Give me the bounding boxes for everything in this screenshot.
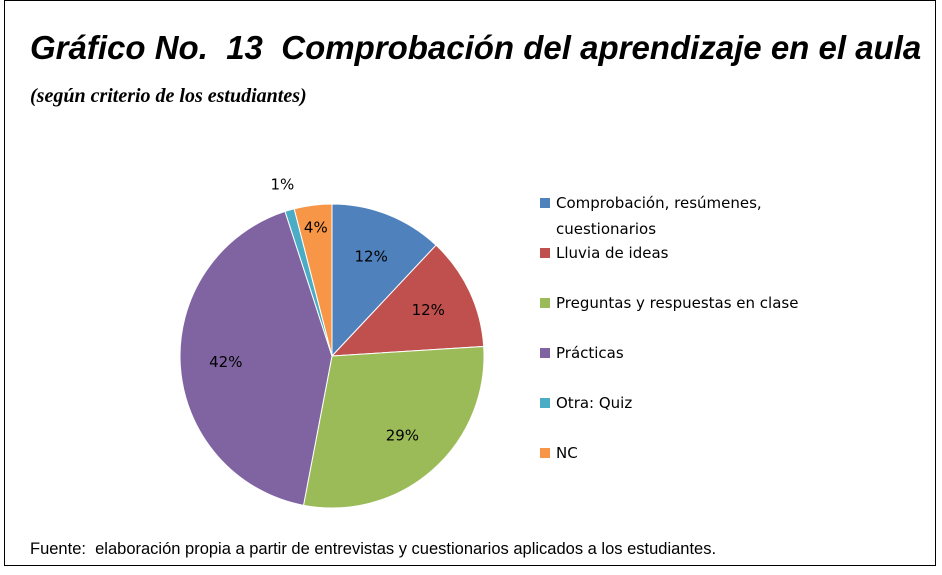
legend-item: Lluvia de ideas xyxy=(540,240,800,266)
frame xyxy=(4,0,936,566)
legend-item: Comprobación, resúmenes, cuestionarios xyxy=(540,190,800,242)
data-label: 1% xyxy=(270,176,294,194)
pie-slice xyxy=(302,345,485,509)
legend-label: NC xyxy=(556,444,578,462)
title-block: Gráfico No. 13 Comprobación del aprendiz… xyxy=(30,26,925,112)
data-label: 12% xyxy=(354,248,387,266)
pie-slice xyxy=(293,203,333,357)
legend-swatch xyxy=(540,198,550,208)
data-label: 29% xyxy=(386,426,419,444)
legend-item: NC xyxy=(540,440,800,466)
legend-swatch xyxy=(540,348,550,358)
legend-swatch xyxy=(540,448,550,458)
chart-subtitle: (según criterio de los estudiantes) xyxy=(30,85,307,107)
legend-label: Preguntas y respuestas en clase xyxy=(556,294,799,312)
data-label: 42% xyxy=(209,353,242,371)
data-label: 12% xyxy=(412,301,445,319)
pie-slice xyxy=(331,203,437,358)
legend-label: Otra: Quiz xyxy=(556,394,633,412)
data-label: 4% xyxy=(304,218,328,236)
chart-title: Gráfico No. 13 Comprobación del aprendiz… xyxy=(30,29,922,66)
legend-label: Prácticas xyxy=(556,344,624,362)
legend-item: Preguntas y respuestas en clase xyxy=(540,290,800,316)
legend-swatch xyxy=(540,398,550,408)
pie-slice xyxy=(179,210,333,506)
legend-swatch xyxy=(540,248,550,258)
pie-slice xyxy=(330,244,485,357)
legend-item: Prácticas xyxy=(540,340,800,366)
legend-item: Otra: Quiz xyxy=(540,390,800,416)
legend-label: Comprobación, resúmenes, cuestionarios xyxy=(556,194,762,238)
source-note: Fuente: elaboración propia a partir de e… xyxy=(30,540,717,558)
legend-label: Lluvia de ideas xyxy=(556,244,669,262)
legend-swatch xyxy=(540,298,550,308)
